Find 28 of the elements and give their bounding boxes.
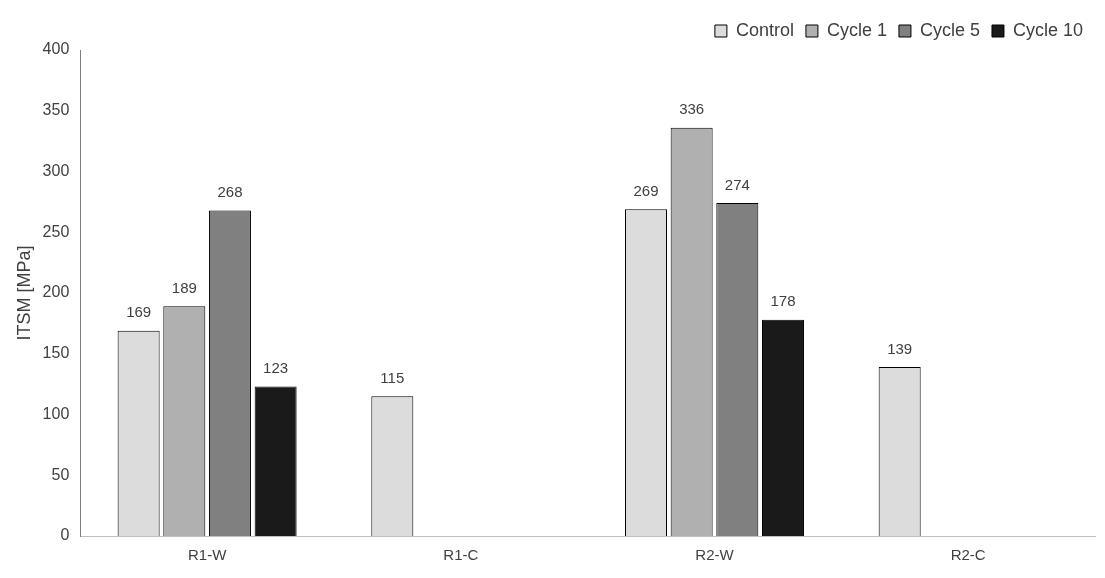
y-tick-label: 100 — [42, 404, 70, 422]
x-tick-label: R2-C — [950, 546, 986, 564]
y-tick-label: 200 — [42, 283, 70, 301]
data-label: 169 — [126, 303, 152, 321]
y-tick-label: 250 — [42, 222, 70, 240]
y-tick-label: 400 — [42, 40, 70, 58]
y-tick-label: 0 — [60, 526, 70, 544]
data-label: 268 — [217, 183, 243, 201]
data-label: 336 — [679, 100, 705, 118]
data-label: 274 — [724, 175, 750, 193]
x-tick-label: R1-C — [443, 546, 479, 564]
x-tick-label: R1-W — [187, 546, 228, 564]
data-label: 178 — [770, 292, 796, 310]
y-tick-label: 50 — [51, 465, 70, 483]
legend-label: Control — [735, 19, 794, 40]
y-axis-title: ITSM [MPa] — [13, 245, 34, 341]
data-label: 123 — [263, 359, 289, 377]
legend-label: Cycle 5 — [919, 19, 980, 40]
data-label: 115 — [380, 368, 405, 386]
legend-label: Cycle 10 — [1012, 19, 1083, 40]
x-tick-label: R2-W — [695, 546, 735, 564]
data-label: 189 — [171, 279, 197, 297]
y-tick-label: 300 — [42, 161, 70, 179]
data-label: 269 — [633, 181, 659, 199]
y-tick-label: 150 — [42, 344, 70, 362]
y-tick-label: 350 — [42, 101, 70, 119]
data-label: 139 — [887, 339, 913, 357]
legend-label: Cycle 1 — [826, 19, 887, 40]
